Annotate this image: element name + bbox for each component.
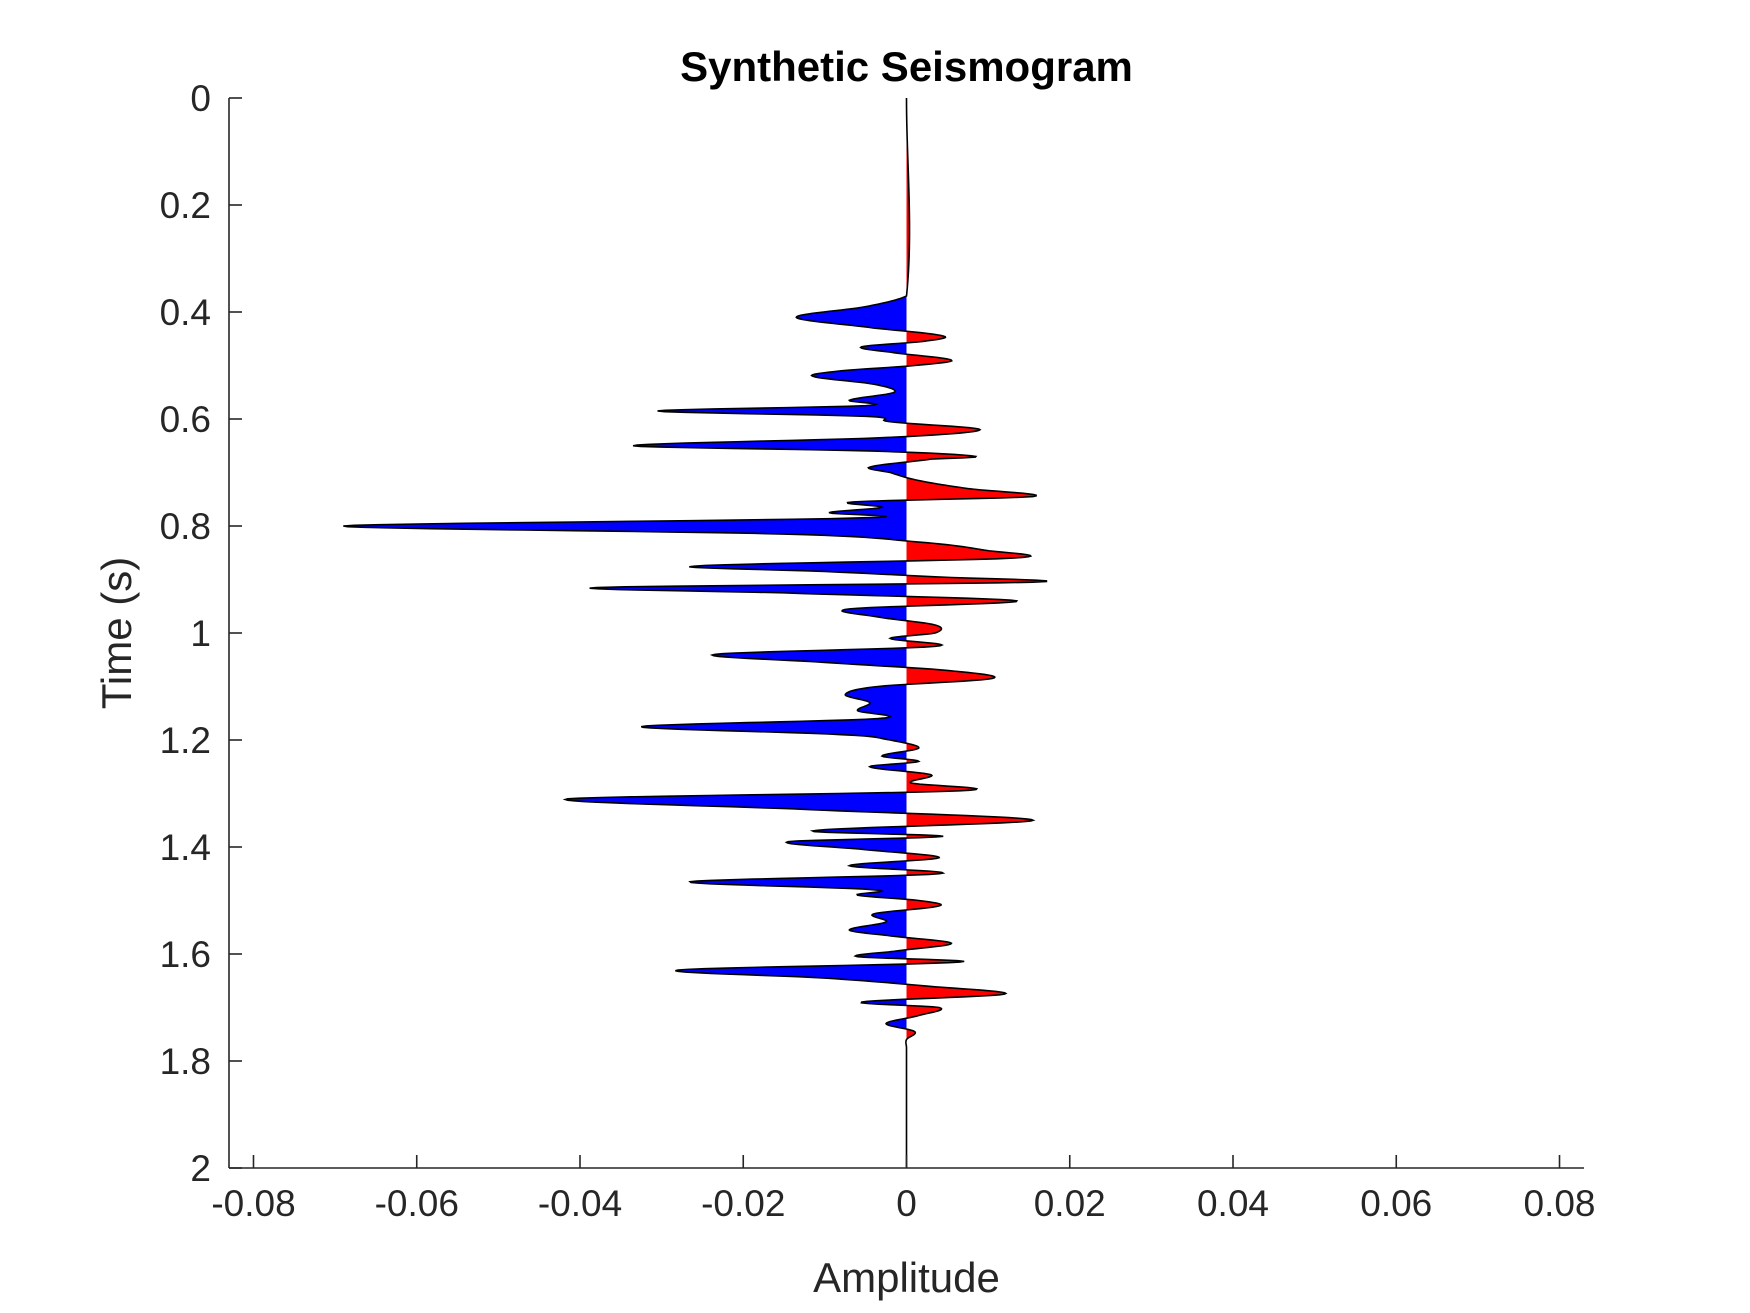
axes: -0.08 -0.06 -0.04 -0.02 0 0.02 0.04 0.06 0.08 00…: [160, 78, 1596, 1224]
chart-title: Synthetic Seismogram: [680, 43, 1133, 90]
x-tick-label: -0.06: [375, 1183, 459, 1224]
y-tick-label: 0: [190, 78, 211, 119]
y-ticks: 0 0.2 0.4 0.6 0.8 1 1.2 1.4 1.6 1.8 2: [160, 78, 242, 1189]
y-axis-title: Time (s): [93, 557, 140, 709]
x-ticks: -0.08 -0.06 -0.04 -0.02 0 0.02 0.04 0.06 0.08: [211, 1155, 1596, 1224]
x-tick-label: -0.04: [538, 1183, 622, 1224]
x-tick-label: 0.02: [1034, 1183, 1106, 1224]
y-tick-label: 1.2: [160, 720, 211, 761]
y-tick-label: 0.2: [160, 185, 211, 226]
y-tick-label: 0.6: [160, 399, 211, 440]
x-tick-label: 0: [896, 1183, 917, 1224]
x-tick-label: -0.02: [701, 1183, 785, 1224]
y-tick-label: 1: [190, 613, 211, 654]
x-axis-title: Amplitude: [813, 1254, 1000, 1301]
negative-amplitude-fill: [343, 98, 907, 1168]
x-tick-label: -0.08: [211, 1183, 295, 1224]
y-tick-label: 1.8: [160, 1041, 211, 1082]
y-tick-label: 0.8: [160, 506, 211, 547]
positive-amplitude-fill: [906, 98, 1047, 1168]
x-tick-label: 0.06: [1360, 1183, 1432, 1224]
trace-line: [343, 98, 1048, 1168]
x-tick-label: 0.04: [1197, 1183, 1269, 1224]
y-tick-label: 0.4: [160, 292, 211, 333]
y-tick-label: 1.4: [160, 827, 211, 868]
y-tick-label: 2: [190, 1148, 211, 1189]
x-tick-label: 0.08: [1524, 1183, 1596, 1224]
y-tick-label: 1.6: [160, 934, 211, 975]
